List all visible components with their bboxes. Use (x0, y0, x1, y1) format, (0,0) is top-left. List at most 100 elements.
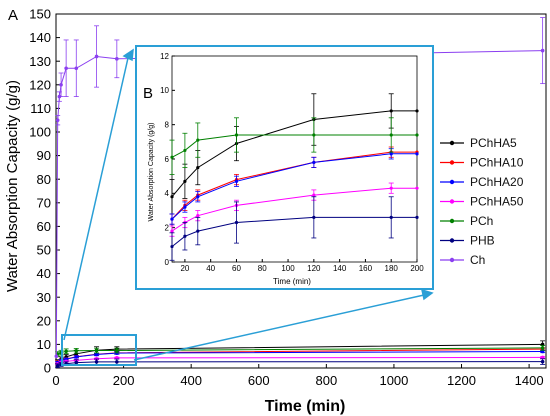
inset-data-point (415, 186, 419, 190)
legend-label: PChHA50 (470, 195, 524, 209)
main-data-point (540, 346, 545, 350)
inset-data-point (389, 109, 393, 113)
inset-data-point (312, 215, 316, 219)
main-data-point (55, 363, 60, 368)
inset-series-phb (169, 196, 419, 261)
inset-y-tick-label: 0 (165, 258, 170, 267)
legend-label: PChHA10 (470, 156, 524, 170)
inset-y-tick-label: 4 (165, 189, 170, 198)
inset-data-point (415, 152, 419, 156)
zoom-arrow-top (63, 57, 129, 341)
main-y-tick-label: 150 (29, 7, 51, 22)
main-x-tick-label: 800 (315, 373, 337, 388)
inset-data-point (389, 133, 393, 137)
main-data-point (115, 360, 119, 364)
main-data-point (74, 360, 79, 365)
main-x-tick-label: 600 (248, 373, 270, 388)
inset-series (169, 93, 419, 261)
main-series-ch (54, 17, 546, 359)
main-y-tick-label: 60 (37, 219, 51, 234)
legend-swatch-marker (449, 140, 455, 146)
inset-series-pch (169, 117, 419, 175)
main-y-tick-label: 100 (29, 125, 51, 140)
inset-y-tick-label: 6 (165, 155, 170, 164)
inset-y-tick-label: 8 (165, 120, 170, 129)
inset-series-pchha20 (169, 148, 419, 225)
main-series-phb (55, 358, 546, 368)
inset-x-tick-label: 20 (180, 264, 189, 273)
main-data-point (94, 54, 99, 59)
main-x-tick-label: 200 (113, 373, 135, 388)
zoom-arrow-bottom-head (420, 288, 434, 301)
legend-label: PCh (470, 214, 493, 228)
main-x-tick-label: 1000 (379, 373, 408, 388)
inset-data-point (196, 214, 200, 218)
inset-data-point (389, 152, 393, 156)
inset-y-tick-label: 2 (165, 223, 170, 232)
inset-data-point (415, 109, 419, 113)
main-y-tick-label: 20 (37, 313, 51, 328)
main-data-point (55, 118, 60, 122)
main-data-point (54, 354, 59, 359)
inset-data-point (415, 215, 419, 219)
main-series-line-pchha50 (57, 356, 543, 365)
main-y-tick-label: 90 (37, 148, 51, 163)
main-data-point (115, 348, 119, 353)
main-data-point (115, 57, 119, 61)
main-data-point (94, 352, 99, 357)
inset-x-tick-label: 120 (307, 264, 321, 273)
main-data-point (59, 83, 63, 87)
inset-data-point (415, 133, 419, 137)
inset-data-point (170, 229, 174, 233)
main-data-point (94, 348, 99, 353)
inset-x-tick-label: 140 (333, 264, 347, 273)
inset-data-point (170, 217, 174, 221)
inset-data-point (389, 186, 393, 190)
main-y-tick-label: 40 (37, 266, 51, 281)
inset-data-point (183, 148, 187, 153)
main-x-axis-label: Time (min) (265, 398, 346, 415)
inset-data-point (312, 160, 316, 165)
legend-item-pchha5: PChHA5 (440, 136, 517, 150)
inset-data-point (196, 229, 200, 233)
inset-data-point (183, 205, 187, 209)
inset-data-point (234, 179, 239, 183)
legend-swatch-marker (449, 179, 455, 185)
inset-y-axis-label: Water Absorption Capacity (g/g) (148, 123, 155, 222)
inset-data-point (170, 244, 174, 249)
inset-data-point (183, 234, 187, 238)
main-x-tick-label: 400 (180, 373, 202, 388)
inset-x-tick-label: 80 (258, 264, 267, 273)
inset-y-tick-label: 12 (160, 52, 169, 61)
legend-swatch-marker (449, 160, 455, 165)
inset-data-point (389, 215, 393, 219)
panel-label-main: A (8, 7, 18, 24)
main-data-point (64, 349, 68, 354)
inset-x-axis-label: Time (min) (273, 277, 311, 286)
legend: PChHA5 PChHA10 PChHA20 PChHA50 PCh PHB Ch (440, 136, 524, 267)
inset-data-point (234, 220, 239, 225)
inset-x-tick-label: 200 (410, 264, 424, 273)
legend-item-pch: PCh (440, 214, 493, 228)
main-y-tick-label: 140 (29, 30, 51, 45)
main-data-point (64, 66, 68, 71)
main-y-tick-label: 70 (37, 195, 51, 210)
legend-item-ch: Ch (440, 253, 485, 267)
main-y-tick-label: 30 (37, 290, 51, 305)
inset-data-point (170, 195, 174, 199)
inset-data-point (312, 193, 316, 197)
inset-y-tick-label: 10 (160, 86, 169, 95)
inset-data-point (196, 195, 200, 199)
main-x-tick-label: 0 (52, 373, 59, 388)
legend-label: PHB (470, 234, 495, 248)
legend-swatch-marker (449, 218, 455, 224)
legend-item-phb: PHB (440, 234, 495, 248)
main-y-axis-label: Water Absorption Capacity (g/g) (4, 80, 21, 292)
inset-x-tick-label: 60 (232, 264, 241, 273)
main-x-tick-label: 1400 (515, 373, 544, 388)
main-data-point (74, 348, 79, 353)
main-y-tick-label: 120 (29, 77, 51, 92)
main-data-point (540, 355, 545, 360)
main-y-tick-label: 10 (37, 337, 51, 352)
